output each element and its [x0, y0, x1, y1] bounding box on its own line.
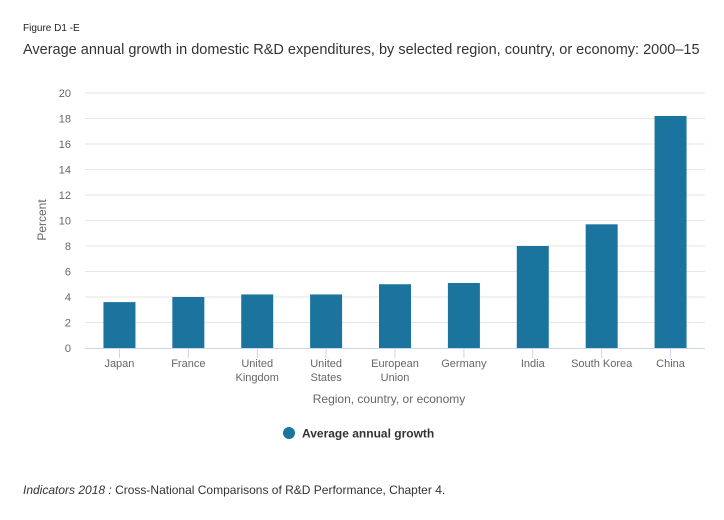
legend-label: Average annual growth	[302, 427, 434, 441]
y-tick-label: 4	[65, 292, 71, 304]
bar[interactable]	[103, 302, 136, 348]
figure-label: Figure D1 -E	[23, 23, 80, 34]
source-note: Indicators 2018 : Cross-National Compari…	[23, 483, 445, 497]
x-tick-label: Germany	[441, 358, 487, 370]
legend[interactable]: Average annual growth	[283, 427, 434, 441]
x-tick-label: Japan	[104, 358, 134, 370]
x-tick-label: South Korea	[571, 358, 633, 370]
y-tick-label: 18	[59, 114, 71, 126]
y-tick-label: 14	[59, 165, 71, 177]
source-text: Cross-National Comparisons of R&D Perfor…	[111, 483, 446, 497]
x-axis-labels: Japan France United Kingdom United States Euro…	[104, 358, 685, 384]
bar[interactable]	[654, 115, 687, 348]
y-tick-label: 12	[59, 190, 71, 202]
x-tick-label: France	[171, 358, 205, 370]
bars	[103, 115, 687, 348]
y-axis-title: Percent	[35, 199, 49, 241]
bar[interactable]	[310, 294, 343, 348]
y-axis-ticks: 0 2 4 6 8 10 12 14 16 18 20	[59, 88, 71, 355]
x-axis	[85, 348, 705, 358]
x-tick-label: United Kingdom	[236, 358, 279, 384]
chart-title: Average annual growth in domestic R&D ex…	[23, 42, 700, 58]
x-tick-label: India	[521, 358, 546, 370]
bar[interactable]	[447, 282, 480, 348]
bar[interactable]	[379, 284, 411, 348]
legend-marker	[283, 427, 295, 439]
x-tick-label: China	[656, 358, 686, 370]
y-tick-label: 20	[59, 88, 71, 100]
y-tick-label: 0	[65, 343, 71, 355]
x-tick-label: United States	[310, 358, 342, 384]
source-italic: Indicators 2018 :	[23, 483, 112, 497]
y-tick-label: 16	[59, 139, 71, 151]
bar[interactable]	[172, 297, 205, 348]
bar[interactable]	[585, 224, 618, 348]
y-tick-label: 8	[65, 241, 71, 253]
y-tick-label: 2	[65, 318, 71, 330]
y-tick-label: 10	[59, 216, 71, 228]
x-tick-label: European Union	[371, 358, 419, 384]
x-axis-title: Region, country, or economy	[313, 392, 466, 406]
bar[interactable]	[241, 294, 274, 348]
y-tick-label: 6	[65, 267, 71, 279]
bar[interactable]	[516, 246, 549, 348]
